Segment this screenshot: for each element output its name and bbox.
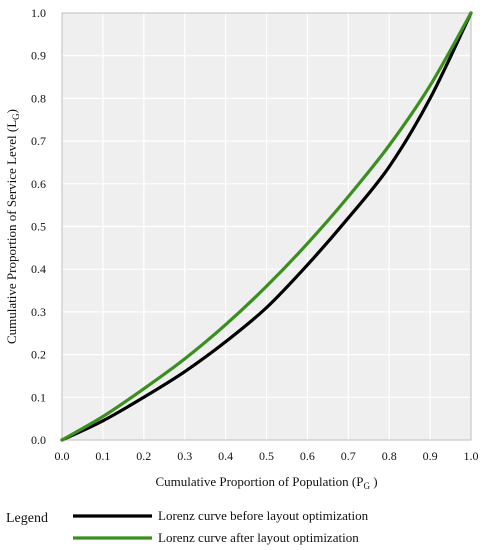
series-lines [60,11,473,442]
y-tick-label: 0.1 [31,390,46,404]
x-tick-label: 0.1 [95,449,110,463]
x-tick-label: 0.8 [382,449,397,463]
x-axis: 0.0 0.1 0.2 0.3 0.4 0.5 0.6 0.7 0.8 0.9 1.0 [55,449,479,463]
x-tick-label: 0.3 [177,449,192,463]
x-tick-label: 0.7 [341,449,356,463]
y-tick-label: 0.9 [31,49,46,63]
y-tick-label: 0.4 [31,262,46,276]
x-tick-label: 0.5 [259,449,274,463]
legend: Legend Lorenz curve before layout optimi… [6,508,369,545]
x-axis-title-subscript: G [363,481,370,491]
legend-label-1: Lorenz curve before layout optimization [158,508,369,523]
x-tick-label: 0.6 [300,449,315,463]
series-line-1 [60,11,473,442]
x-axis-title: Cumulative Proportion of Population (PG … [155,474,377,491]
series-line-2 [60,11,473,442]
y-tick-label: 0.0 [31,433,46,447]
plot-frame [61,12,472,441]
y-axis-title-subscript: G [11,113,21,120]
y-axis-title-end: ) [4,109,19,113]
legend-label-2: Lorenz curve after layout optimization [158,530,359,545]
y-tick-label: 0.5 [31,220,46,234]
legend-items: Lorenz curve before layout optimization L… [73,508,369,545]
x-tick-label: 0.2 [136,449,151,463]
x-axis-title-main: Cumulative Proportion of Population (P [155,474,363,489]
y-tick-label: 0.8 [31,91,46,105]
y-axis-title: Cumulative Proportion of Service Level (… [4,109,21,344]
y-tick-label: 0.7 [31,134,46,148]
y-tick-label: 0.2 [31,348,46,362]
y-tick-label: 1.0 [31,6,46,20]
y-axis: 0.0 0.1 0.2 0.3 0.4 0.5 0.6 0.7 0.8 0.9 1.0 [31,6,46,447]
y-axis-title-main: Cumulative Proportion of Service Level (… [4,120,19,344]
x-tick-label: 1.0 [464,449,479,463]
y-tick-label: 0.6 [31,177,46,191]
x-tick-label: 0.9 [423,449,438,463]
x-axis-title-end: ) [370,474,378,489]
legend-title: Legend [6,511,48,526]
x-tick-label: 0.0 [55,449,70,463]
y-tick-label: 0.3 [31,305,46,319]
x-tick-label: 0.4 [218,449,233,463]
